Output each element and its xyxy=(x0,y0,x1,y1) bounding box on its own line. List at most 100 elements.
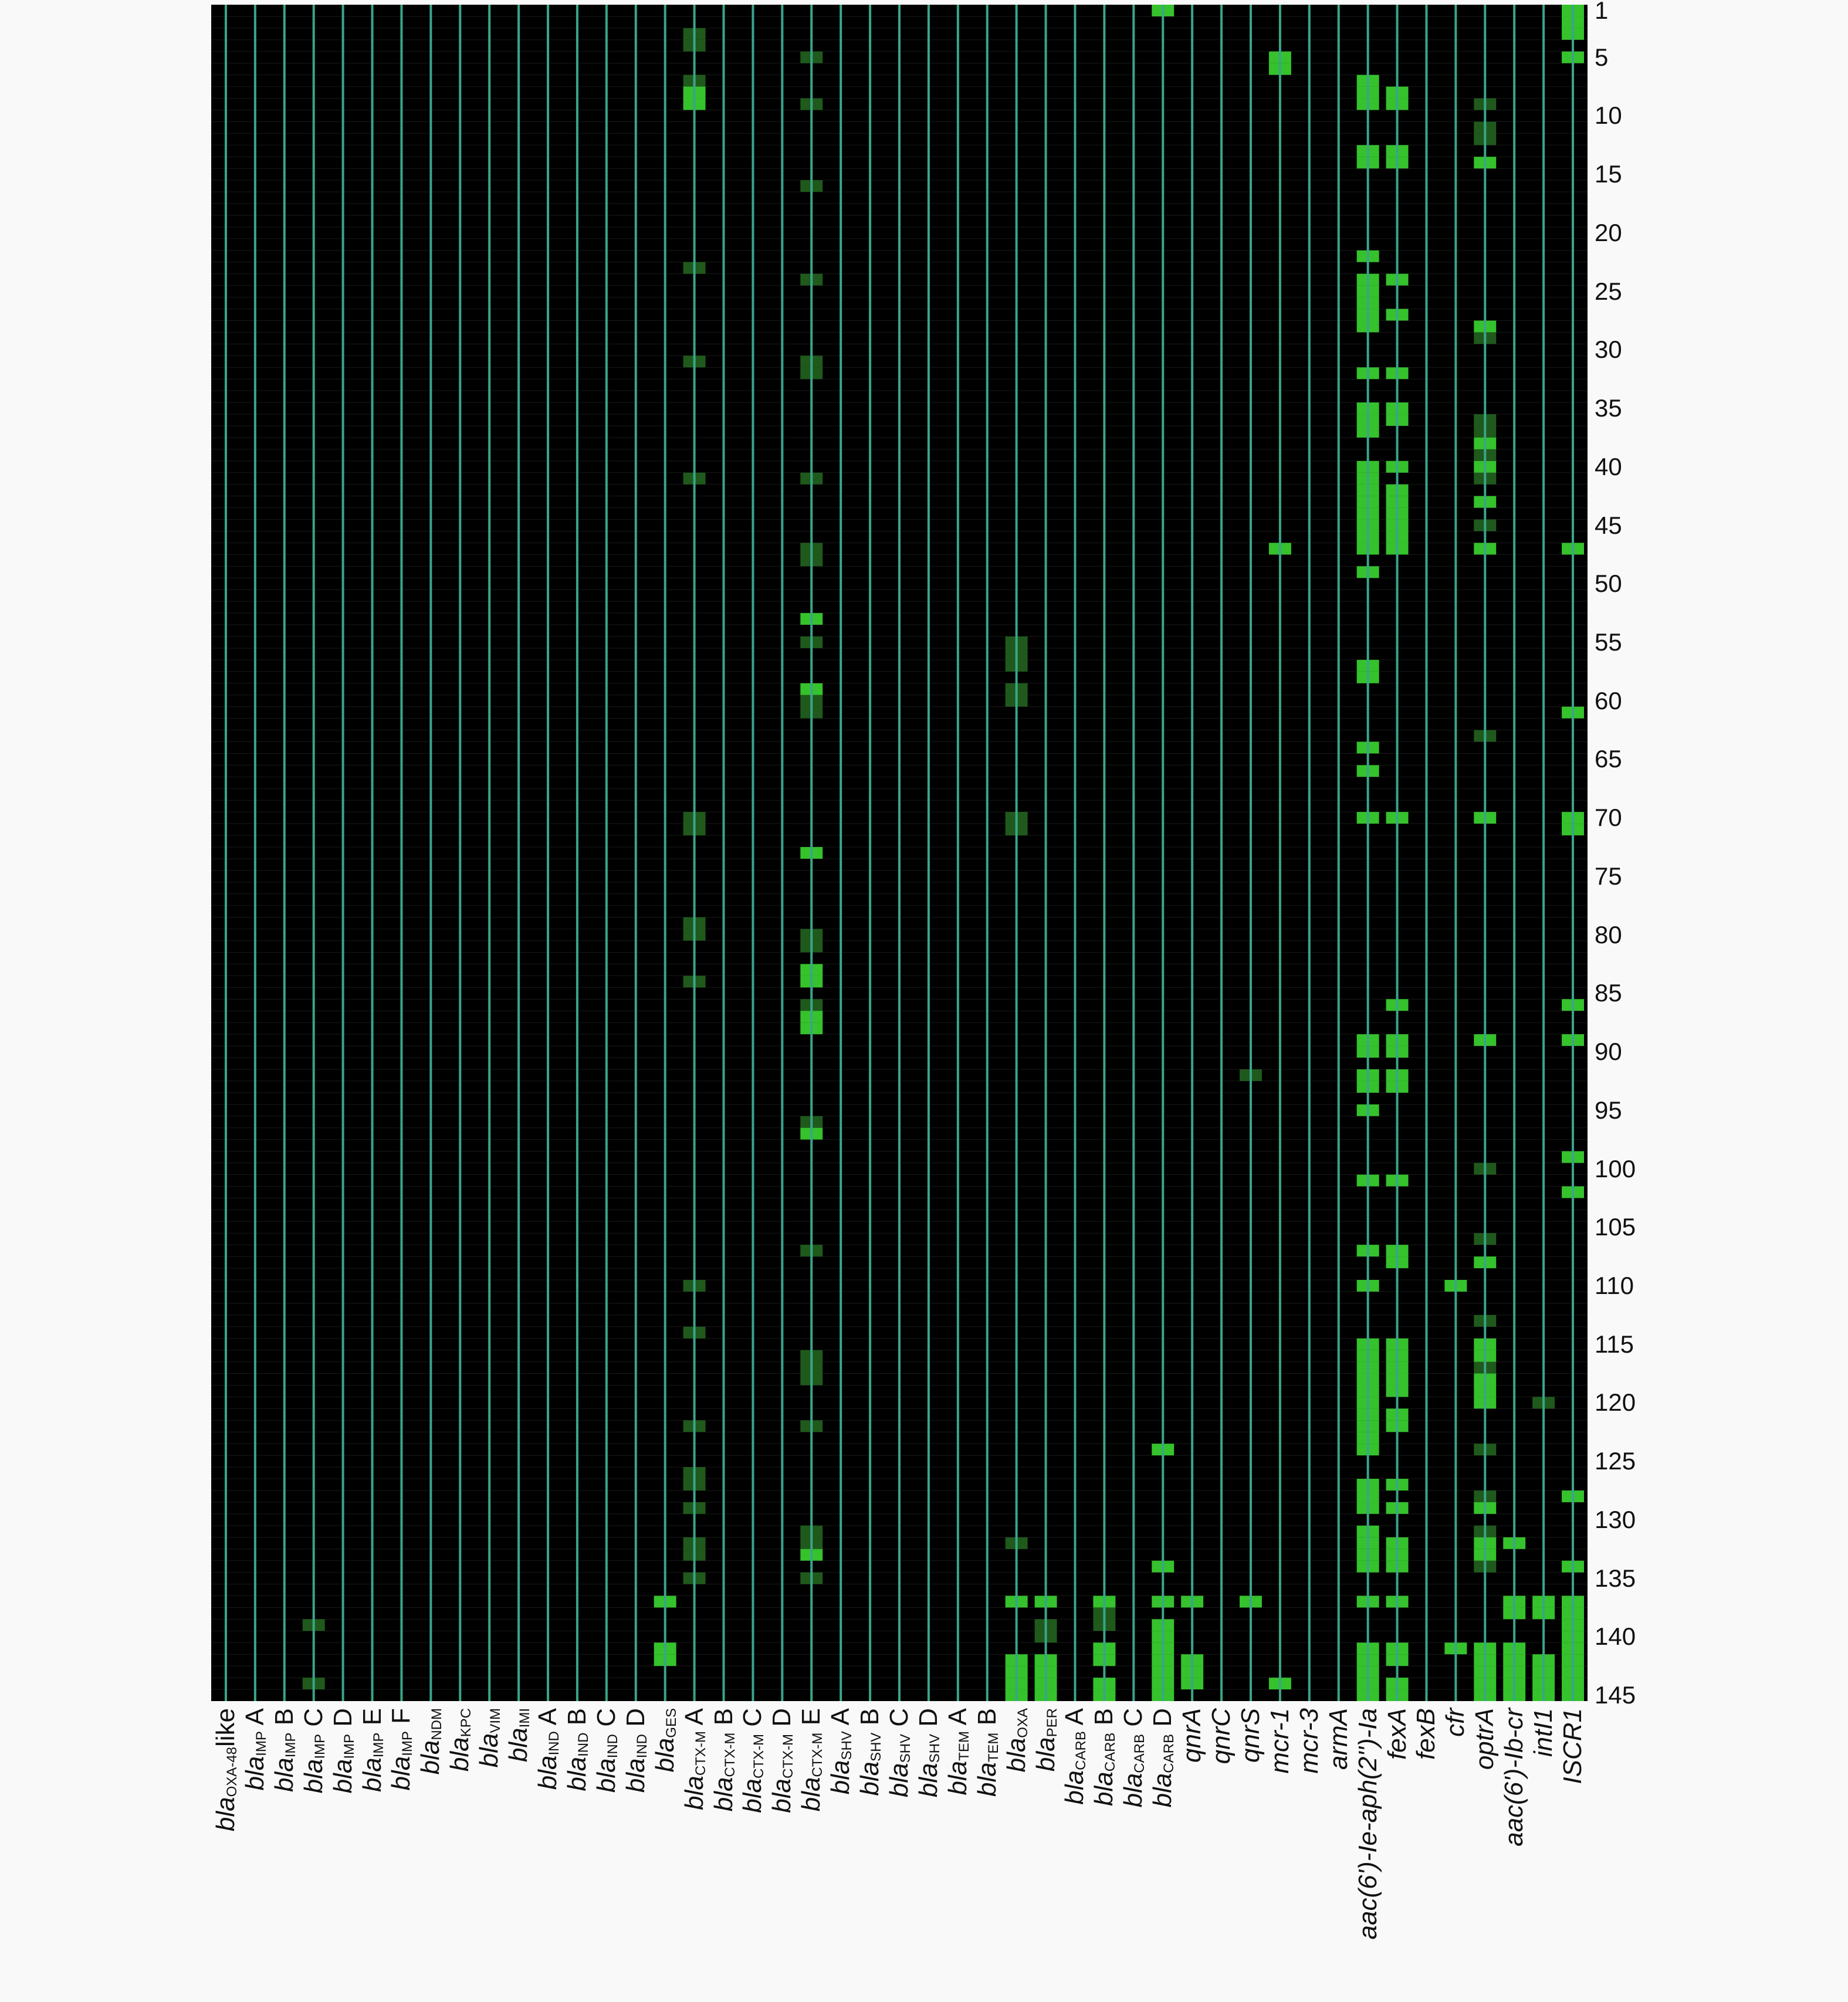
column-label-base: bla xyxy=(972,1762,1001,1797)
row-tick-label: 90 xyxy=(1595,1038,1622,1066)
column-label: blaIND A xyxy=(533,1708,563,1790)
column-label-base: bla xyxy=(1089,1771,1119,1806)
row-tick-label: 70 xyxy=(1595,804,1622,832)
column-label-base: optrA xyxy=(1470,1708,1500,1770)
column-label-base: bla xyxy=(621,1758,650,1793)
row-tick-label: 105 xyxy=(1595,1213,1636,1241)
column-label-subscript: NDM xyxy=(429,1708,445,1740)
column-label: mcr-1 xyxy=(1265,1708,1294,1774)
column-label: blaPER xyxy=(1031,1708,1060,1771)
column-label-subscript: GES xyxy=(663,1708,679,1738)
column-label: blaGES xyxy=(651,1708,679,1772)
column-label-subscript: IMP xyxy=(282,1732,299,1758)
column-label-base: bla xyxy=(445,1737,475,1772)
column-label-base: mcr-3 xyxy=(1294,1708,1324,1774)
column-label: mcr-3 xyxy=(1294,1708,1324,1774)
column-label-subscript: CARB xyxy=(1132,1734,1148,1773)
row-tick-label: 140 xyxy=(1595,1622,1636,1651)
column-label: blaIMP E xyxy=(357,1708,387,1792)
row-tick-label: 135 xyxy=(1595,1564,1636,1592)
row-tick-label: 45 xyxy=(1595,511,1622,539)
column-label: blaIMP D xyxy=(329,1708,357,1793)
row-tick-label: 1 xyxy=(1595,0,1609,24)
column-label-subscript: SHV xyxy=(868,1732,885,1762)
column-label: blaIND B xyxy=(562,1708,591,1791)
column-label: blaOXA-48like xyxy=(211,1708,240,1832)
column-label: qnrS xyxy=(1236,1708,1265,1763)
column-label: blaSHV D xyxy=(913,1708,943,1798)
column-label-base: bla xyxy=(943,1760,972,1796)
column-label-subscript: CARB xyxy=(1161,1734,1177,1773)
column-label-base: bla xyxy=(855,1761,885,1796)
column-label-subscript: OXA xyxy=(1014,1708,1031,1738)
column-label: cfr xyxy=(1441,1708,1470,1737)
column-label-base: bla xyxy=(797,1777,826,1812)
row-tick-label: 60 xyxy=(1595,686,1622,714)
column-label-subscript: CTX-M xyxy=(751,1734,767,1779)
row-tick-label: 95 xyxy=(1595,1096,1622,1124)
column-label: blaNDM xyxy=(416,1708,445,1774)
column-label-base: ISCR1 xyxy=(1558,1708,1588,1784)
column-label: aac(6')-Ie-aph(2'')-Ia xyxy=(1353,1708,1382,1940)
column-label-subscript: PER xyxy=(1044,1708,1060,1737)
column-label-suffix: A xyxy=(240,1708,269,1732)
column-label-base: armA xyxy=(1324,1708,1353,1770)
column-label-suffix: A xyxy=(679,1708,709,1732)
column-label-base: bla xyxy=(1001,1737,1031,1773)
column-label-base: bla xyxy=(1148,1773,1177,1808)
column-label-suffix: C xyxy=(591,1708,621,1734)
column-label-subscript: IMI xyxy=(517,1708,533,1728)
column-label-subscript: IMP xyxy=(341,1734,357,1759)
column-label-subscript: TEM xyxy=(985,1732,1001,1763)
column-label-base: bla xyxy=(533,1755,563,1790)
column-label: blaCTX-M B xyxy=(709,1708,738,1811)
column-label-base: aac(6')-Ie-aph(2'')-Ia xyxy=(1353,1708,1382,1940)
column-label: blaCTX-M C xyxy=(738,1708,767,1813)
row-tick-label: 120 xyxy=(1595,1388,1636,1417)
column-label-subscript: SHV xyxy=(898,1734,913,1763)
row-tick-label: 15 xyxy=(1595,160,1622,188)
column-label-suffix: B xyxy=(1089,1708,1119,1733)
column-label: blaTEM B xyxy=(972,1708,1001,1797)
row-tick-label: 85 xyxy=(1595,979,1622,1007)
row-tick-label: 5 xyxy=(1595,43,1609,71)
column-label-base: bla xyxy=(299,1759,328,1794)
row-tick-label: 125 xyxy=(1595,1447,1636,1475)
row-tick-label: 25 xyxy=(1595,277,1622,305)
column-label-suffix: F xyxy=(387,1708,416,1732)
column-label-base: bla xyxy=(679,1776,709,1810)
row-tick-label: 110 xyxy=(1595,1271,1634,1299)
column-label-suffix: D xyxy=(1148,1708,1177,1734)
column-label-base: bla xyxy=(211,1797,240,1832)
row-tick-label: 20 xyxy=(1595,218,1622,246)
column-label-base: bla xyxy=(240,1756,269,1791)
column-label-base: bla xyxy=(913,1763,943,1798)
column-label-base: bla xyxy=(475,1733,504,1768)
column-label-base: bla xyxy=(562,1756,591,1791)
column-label-subscript: TEM xyxy=(956,1731,972,1761)
column-label: fexB xyxy=(1412,1708,1440,1760)
column-label-base: bla xyxy=(591,1758,621,1793)
column-label-base: bla xyxy=(885,1763,913,1798)
column-label: intI1 xyxy=(1529,1708,1558,1757)
column-label-suffix: C xyxy=(885,1708,913,1734)
column-label: ISCR1 xyxy=(1558,1708,1588,1784)
column-label: aac(6')-Ib-cr xyxy=(1500,1708,1528,1847)
column-label-subscript: CTX-M xyxy=(692,1731,709,1776)
column-label-suffix: D xyxy=(621,1708,650,1734)
row-tick-label: 65 xyxy=(1595,745,1622,773)
row-tick-label: 40 xyxy=(1595,452,1622,480)
column-label: blaIND C xyxy=(591,1708,621,1793)
column-label-base: bla xyxy=(504,1727,533,1763)
column-label: optrA xyxy=(1470,1708,1500,1770)
column-label: fexA xyxy=(1383,1708,1412,1760)
column-label-suffix: E xyxy=(357,1708,387,1733)
column-label: blaCARB C xyxy=(1119,1708,1148,1808)
column-label-base: bla xyxy=(1119,1773,1148,1808)
column-label-subscript: KPC xyxy=(458,1708,475,1737)
column-label-suffix: B xyxy=(972,1708,1001,1733)
column-label-subscript: CTX-M xyxy=(810,1732,826,1777)
column-label: blaIMP C xyxy=(299,1708,328,1794)
